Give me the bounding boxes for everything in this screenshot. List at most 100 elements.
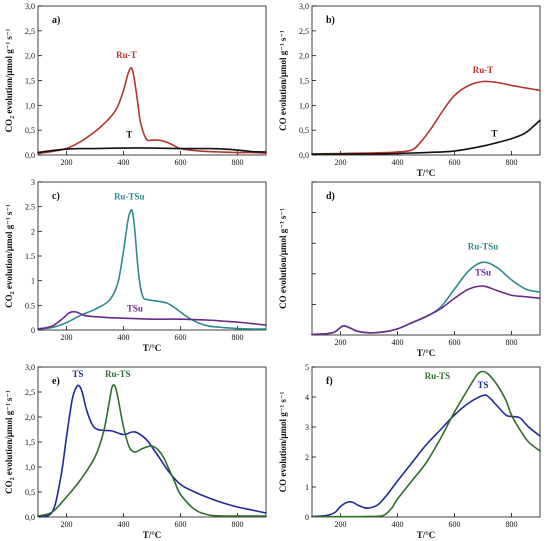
series-label-ru-ts: Ru-TS [425,371,451,381]
panel-label: a) [52,15,60,26]
y-tick-label: 2.5 [25,203,35,212]
panel-label: f) [326,376,333,387]
y-axis-label: CO evolution/μmol g⁻¹ s⁻¹ [278,391,288,492]
x-tick-label: 200 [61,520,73,529]
y-tick-label: 3 [305,423,309,432]
panel-d: 200 400 600 800 d) T/°C CO evolution/μmol g⁻¹ … [278,181,541,358]
x-tick-label: 400 [392,520,404,529]
y-tick-label: 2 [31,227,35,236]
series-line-ru-t [37,67,267,155]
series-label-ru-t: Ru-T [116,50,137,60]
panel-label: b) [326,15,335,26]
series-line-ru-tsu [311,261,541,336]
y-axis-label: CO2 evolution/μmol g⁻¹ s⁻¹ [4,390,16,494]
series-label-tsu: TSu [127,303,143,313]
y-tick-label: 0.5 [25,301,35,310]
x-tick-label: 600 [175,333,187,342]
y-tick-label: 4 [305,393,309,402]
series-label-t: T [491,129,497,139]
x-tick-label: 800 [506,158,518,167]
series-label-ru-tsu: Ru-TSu [114,191,145,201]
y-tick-label: 1,0 [25,101,35,110]
x-tick-label: 200 [61,333,73,342]
panel-f: 200 400 600 800 0 1 2 3 4 5 f) T/°C CO evolution/μmo… [278,363,541,540]
y-tick-label: 5 [305,363,309,372]
series-line-tsu [37,310,267,330]
y-tick-label: 0,5 [25,488,35,497]
panel-c: 200 400 600 800 0 0.5 1 1.5 2 2.5 3 c) T/°C CO2 evolu… [4,178,267,353]
x-tick-label: 800 [232,520,244,529]
x-tick-label: 400 [118,158,130,167]
x-axis-label: T/°C [417,348,436,358]
y-tick-label: 1 [31,277,35,286]
x-tick-label: 200 [61,158,73,167]
x-tick-label: 200 [335,158,347,167]
y-axis-label: CO evolution/μmol g⁻¹ s⁻¹ [278,208,288,309]
y-tick-label: 2,0 [25,52,35,61]
series-label-ru-t: Ru-T [473,65,494,75]
panel-e: 200 400 600 800 0,0 0,5 1,0 1,5 2,0 2,5 3,0 e) T/°C C… [4,363,267,540]
y-tick-label: 2,5 [299,27,309,36]
y-tick-label: 3 [31,178,35,187]
series-line-ts [37,384,267,517]
plot-frame [311,366,541,518]
panel-b: 200 400 600 800 0,0 0,5 1,0 1,5 2,0 2,5 3,0 b) T/°C C… [278,2,541,178]
y-tick-label: 0,5 [25,126,35,135]
y-tick-label: 1,0 [25,463,35,472]
x-tick-label: 600 [175,158,187,167]
y-tick-label: 3,0 [25,363,35,372]
x-tick-label: 400 [392,158,404,167]
y-tick-label: 0 [31,326,35,335]
x-axis-label: T/°C [143,343,162,353]
x-tick-label: 200 [335,520,347,529]
x-tick-label: 800 [506,520,518,529]
series-line-t [311,119,541,155]
series-label-ts: TS [477,380,488,390]
y-tick-label: 2 [305,453,309,462]
x-tick-label: 800 [232,333,244,342]
series-line-t [37,147,267,154]
x-axis-label: T/°C [143,530,162,540]
y-tick-label: 2,5 [25,388,35,397]
plot-frame [37,366,267,518]
plot-frame [311,5,541,156]
x-tick-label: 600 [449,158,461,167]
x-tick-label: 800 [506,338,518,347]
x-axis-label: T/°C [417,530,436,540]
y-tick-label: 1.5 [25,252,35,261]
x-axis-label: T/°C [417,168,436,178]
panel-label: c) [52,191,60,202]
x-tick-label: 600 [449,520,461,529]
y-tick-label: 0 [305,513,309,522]
y-tick-label: 3,0 [299,2,309,11]
x-tick-label: 400 [392,338,404,347]
y-tick-label: 0,0 [25,151,35,160]
x-tick-label: 600 [449,338,461,347]
x-tick-label: 400 [118,333,130,342]
series-label-ru-tsu: Ru-TSu [468,241,499,251]
series-label-ru-ts: Ru-TS [105,369,131,379]
panel-a: 200 400 600 800 0,0 0,5 1,0 1,5 2,0 2,5 3,0 a) CO2 e… [4,2,267,167]
panel-label: d) [326,191,335,202]
panel-label: e) [52,376,60,387]
x-tick-label: 800 [232,158,244,167]
y-tick-label: 0,0 [25,513,35,522]
y-tick-label: 1,5 [299,77,309,86]
y-axis-label: CO2 evolution/μmol g⁻¹ s⁻¹ [4,28,16,132]
plot-frame [37,5,267,156]
series-label-ts: TS [72,369,83,379]
x-tick-label: 400 [118,520,130,529]
y-tick-label: 0,5 [299,126,309,135]
x-tick-label: 600 [175,520,187,529]
plot-frame [311,181,541,336]
y-tick-label: 1,0 [299,101,309,110]
y-tick-label: 3,0 [25,2,35,11]
x-tick-label: 200 [335,338,347,347]
series-line-ru-t [311,80,541,155]
series-line-tsu [311,285,541,336]
series-label-tsu: TSu [475,267,491,277]
y-tick-label: 1,5 [25,77,35,86]
series-line-ru-ts [311,370,541,518]
y-tick-label: 1 [305,483,309,492]
y-axis-label: CO evolution/μmol g⁻¹ s⁻¹ [278,30,288,131]
